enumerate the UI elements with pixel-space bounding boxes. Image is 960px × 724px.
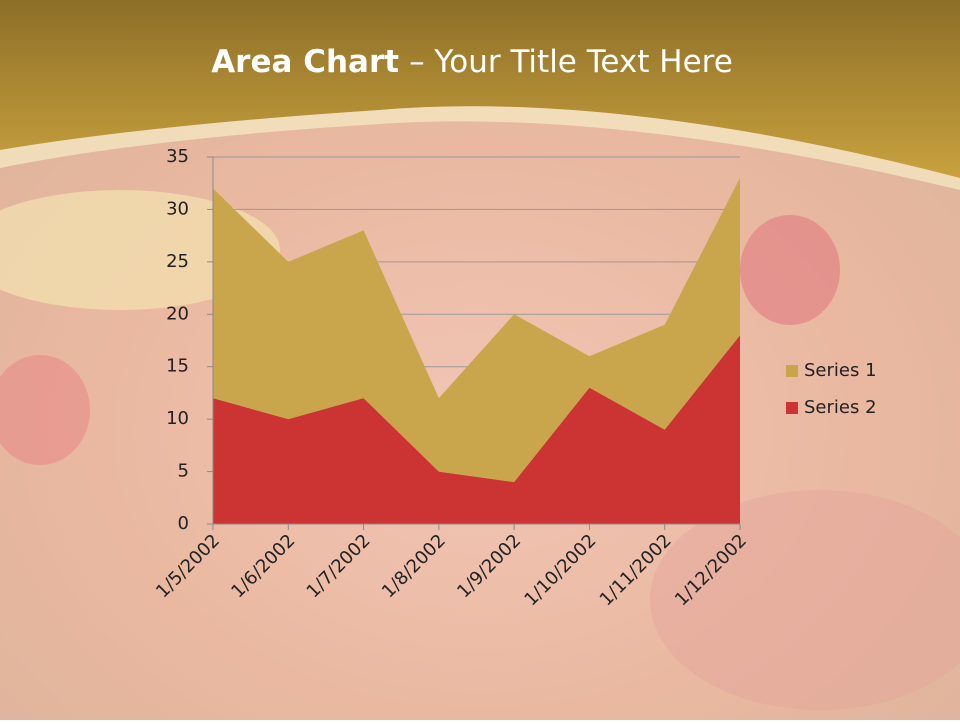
legend-swatch [786,402,798,414]
y-tick-label: 25 [166,251,189,272]
y-tick-label: 15 [166,356,189,377]
y-tick-label: 10 [166,408,189,429]
area [213,177,740,483]
legend-label: Series 2 [804,397,877,418]
y-tick-label: 0 [178,513,189,534]
y-tick-label: 30 [166,198,189,219]
bg-shape [740,215,840,325]
y-tick-label: 20 [166,303,189,324]
title-band [0,0,960,178]
area [213,335,740,524]
bg-shape [0,190,280,310]
legend-swatch [786,365,798,377]
y-tick-label: 5 [178,461,189,482]
slide-title: Area Chart – Your Title Text Here [211,44,733,80]
title-bold: Area Chart [211,44,399,80]
legend-label: Series 1 [804,360,877,381]
band-edge [0,106,960,190]
y-tick-label: 35 [166,146,189,167]
bg-shape [650,490,960,710]
title-rest: – Your Title Text Here [409,44,733,80]
bg-shape [0,355,90,465]
